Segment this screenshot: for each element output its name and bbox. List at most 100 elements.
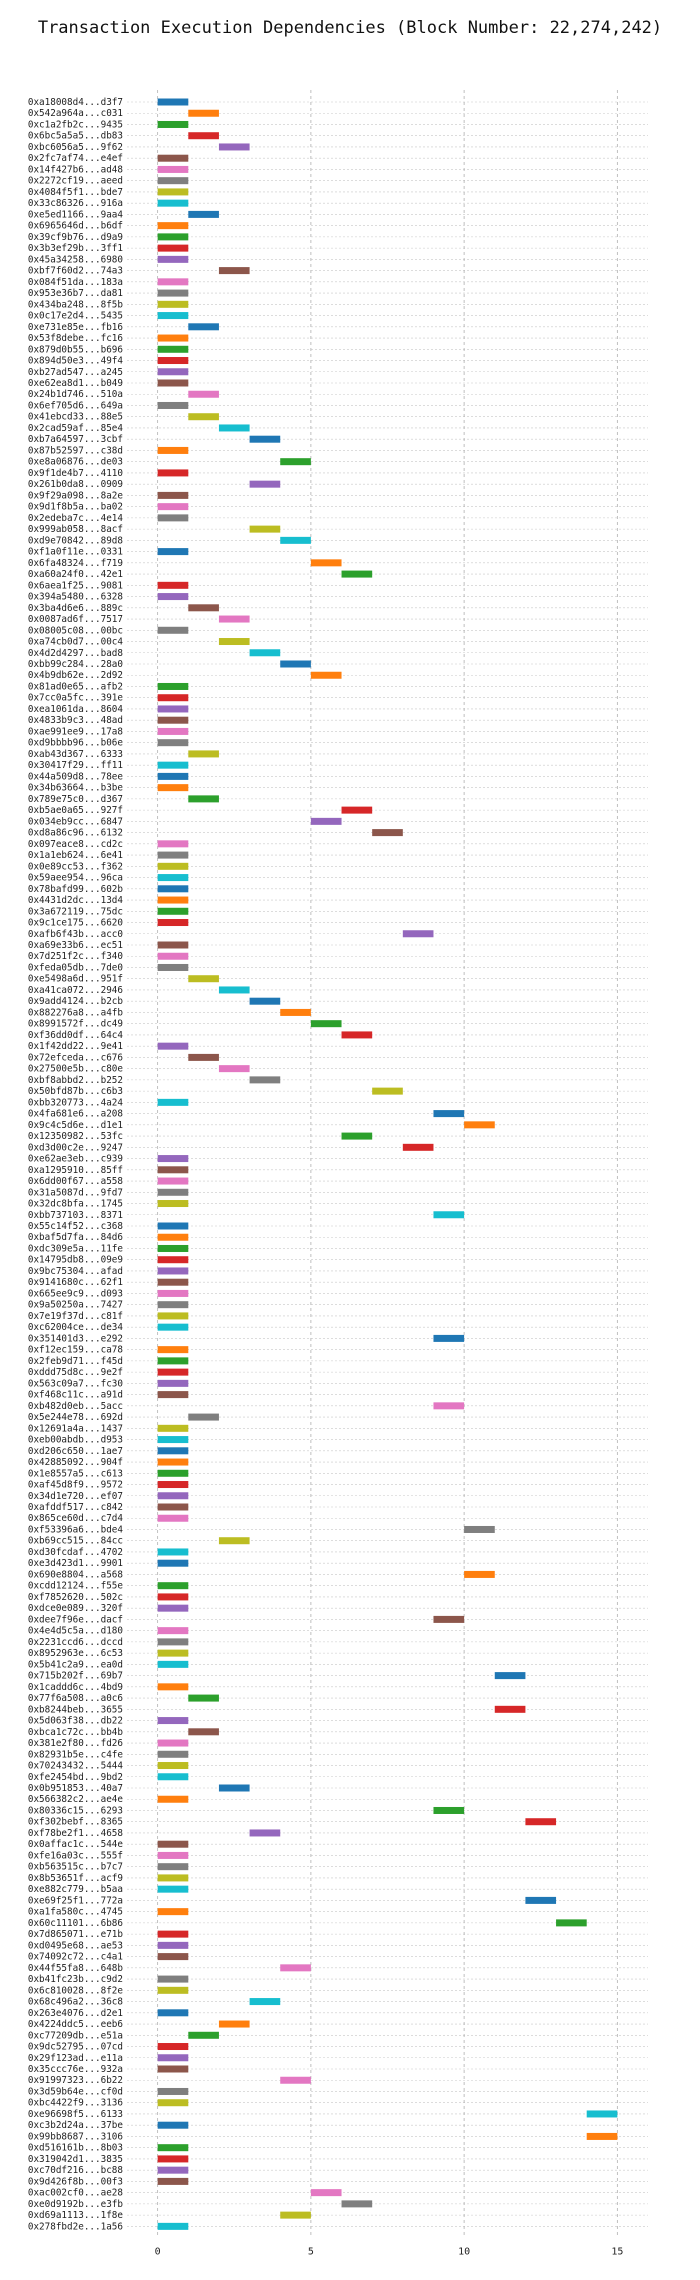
y-tick-label: 0x41ebcd33...88e5 — [28, 412, 123, 423]
bar — [157, 548, 189, 556]
y-tick-label: 0xb27ad547...a245 — [28, 367, 123, 378]
y-tick-label: 0xf78be2f1...4658 — [28, 1828, 123, 1839]
y-tick-label: 0x3d59b64e...cf0d — [28, 2086, 123, 2097]
y-tick-label: 0x394a5480...6328 — [28, 592, 123, 603]
y-tick-label: 0x953e36b7...da81 — [28, 288, 123, 299]
y-tick-label: 0xf1a0f11e...0331 — [28, 547, 123, 558]
bar — [157, 896, 189, 904]
y-tick-label: 0x034eb9cc...6847 — [28, 816, 123, 827]
y-tick-label: 0x2cad59af...85e4 — [28, 423, 124, 434]
bar — [157, 952, 189, 960]
y-tick-label: 0xbf7f60d2...74a3 — [28, 266, 123, 277]
chart-title: Transaction Execution Dependencies (Bloc… — [37, 18, 663, 38]
bar — [249, 649, 281, 657]
y-tick-label: 0xe5498a6d...951f — [28, 974, 123, 985]
y-tick-label: 0x7cc0a5fc...391e — [28, 693, 124, 704]
bar — [188, 413, 219, 421]
bar — [188, 750, 219, 758]
y-tick-label: 0xc62004ce...de34 — [28, 1322, 124, 1333]
y-tick-label: 0x261b0da8...0909 — [28, 479, 123, 490]
bar — [157, 1773, 189, 1781]
bar — [218, 143, 250, 151]
y-tick-label: 0x0e89cc53...f362 — [28, 861, 123, 872]
y-tick-label: 0x5e244e78...692d — [28, 1412, 123, 1423]
y-tick-label: 0xac002cf0...ae28 — [28, 2188, 123, 2199]
bar — [310, 671, 342, 679]
bar — [157, 1953, 189, 1961]
bar — [157, 1267, 189, 1275]
y-tick-label: 0xdc309e5a...11fe — [28, 1243, 124, 1254]
y-tick-label: 0xd30fcdaf...4702 — [28, 1547, 123, 1558]
y-tick-label: 0x0c17e2d4...5435 — [28, 311, 123, 322]
y-tick-label: 0x1f42dd22...9e41 — [28, 1041, 123, 1052]
y-tick-label: 0x7d865071...e71b — [28, 1929, 124, 1940]
y-tick-label: 0xddd75d8c...9e2f — [28, 1367, 123, 1378]
y-tick-label: 0xbc4422f9...3136 — [28, 2098, 123, 2109]
bar — [157, 963, 189, 971]
y-tick-label: 0x4084f5f1...bde7 — [28, 187, 123, 198]
y-tick-label: 0x2edeba7c...4e14 — [28, 513, 124, 524]
y-tick-label: 0x81ad0e65...afb2 — [28, 681, 123, 692]
bar — [280, 2211, 311, 2219]
bar — [433, 1402, 465, 1410]
bar — [157, 1256, 189, 1264]
y-tick-label: 0x5b41c2a9...ea0d — [28, 1659, 123, 1670]
y-tick-label: 0x319042d1...3835 — [28, 2154, 123, 2165]
y-tick-label: 0xc77209db...e51a — [28, 2030, 123, 2041]
y-tick-label: 0x9add4124...b2cb — [28, 996, 124, 1007]
y-tick-label: 0x9f29a098...8a2e — [28, 490, 124, 501]
y-tick-label: 0x45a34258...6980 — [28, 254, 123, 265]
bar — [341, 1132, 373, 1140]
bar — [249, 435, 281, 443]
x-tick-label: 10 — [458, 2246, 470, 2257]
bar — [310, 817, 342, 825]
bar — [157, 2009, 189, 2017]
bar — [157, 862, 189, 870]
y-tick-label: 0x4833b9c3...48ad — [28, 715, 123, 726]
bar — [341, 806, 373, 814]
bar — [525, 1818, 557, 1826]
bar — [218, 2020, 250, 2028]
y-tick-label: 0x8b53651f...acf9 — [28, 1873, 123, 1884]
bar — [157, 1863, 189, 1871]
y-tick-label: 0xea1061da...8604 — [28, 704, 124, 715]
bar — [157, 514, 189, 522]
bar — [372, 1087, 403, 1095]
y-tick-label: 0x690e8804...a568 — [28, 1569, 123, 1580]
y-tick-label: 0xb69cc515...84cc — [28, 1536, 123, 1547]
bar — [157, 682, 189, 690]
y-tick-label: 0xf36dd0df...64c4 — [28, 1030, 124, 1041]
bar — [157, 1222, 189, 1230]
bar — [157, 1660, 189, 1668]
bar — [188, 2031, 219, 2039]
bar — [157, 154, 189, 162]
y-tick-label: 0xb482d0eb...5acc — [28, 1401, 123, 1412]
y-tick-label: 0xb7a64597...3cbf — [28, 434, 123, 445]
y-tick-label: 0x39cf9b76...d9a9 — [28, 232, 123, 243]
bar — [433, 1615, 465, 1623]
y-tick-label: 0xd3d00c2e...9247 — [28, 1142, 123, 1153]
y-tick-label: 0x9a50250a...7427 — [28, 1300, 123, 1311]
y-tick-label: 0x87b52597...c38d — [28, 445, 123, 456]
y-tick-label: 0x34d1e720...ef07 — [28, 1491, 123, 1502]
bar — [157, 446, 189, 454]
bar — [157, 2043, 189, 2051]
y-tick-label: 0xaf45d8f9...9572 — [28, 1480, 123, 1491]
bar — [157, 1851, 189, 1859]
bar — [586, 2132, 618, 2140]
bar — [280, 1008, 311, 1016]
bar — [157, 1986, 189, 1994]
y-tick-label: 0x27500e5b...c80e — [28, 1064, 124, 1075]
bar — [464, 1570, 495, 1578]
y-tick-label: 0x879d0b55...b696 — [28, 344, 123, 355]
bar — [157, 357, 189, 365]
y-tick-label: 0xd206c650...1ae7 — [28, 1446, 123, 1457]
bar — [157, 401, 189, 409]
y-tick-label: 0x14f427b6...ad48 — [28, 164, 123, 175]
bar — [402, 1143, 434, 1151]
y-tick-label: 0x2231ccd6...dccd — [28, 1637, 123, 1648]
bar — [157, 1200, 189, 1208]
y-tick-label: 0xd69a1113...1f8e — [28, 2210, 124, 2221]
bar — [157, 874, 189, 882]
